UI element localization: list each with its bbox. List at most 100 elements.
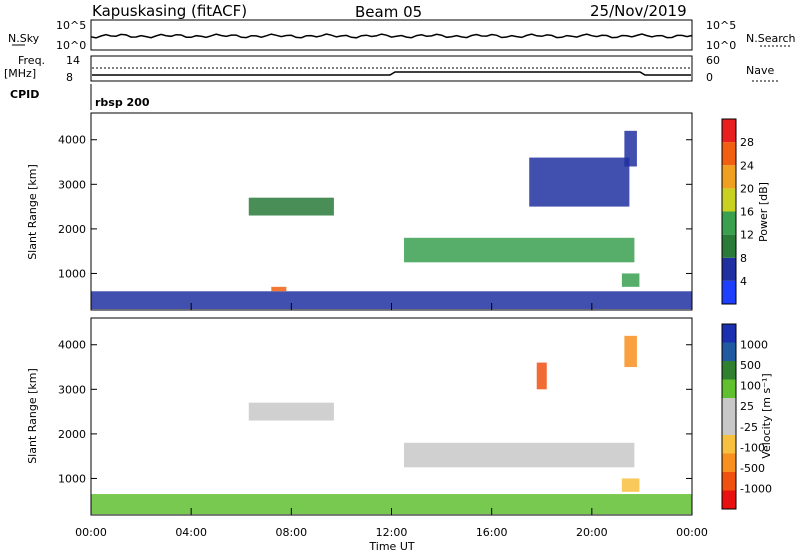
power-colorbar-segment xyxy=(722,257,736,281)
cpid-label: CPID xyxy=(10,88,39,101)
power-colorbar-tick: 8 xyxy=(740,252,747,265)
velocity-y-ticks: 1000 2000 3000 4000 xyxy=(58,339,692,485)
x-tick-label: 04:00 xyxy=(175,526,207,539)
power-y-axis-label: Slant Range [km] xyxy=(26,164,39,260)
nave-top-tick: 60 xyxy=(706,54,720,67)
freq-top-tick: 14 xyxy=(66,54,80,67)
power-colorbar-tick: 28 xyxy=(740,136,754,149)
velocity-colorbar-segment xyxy=(722,472,736,491)
velocity-data-regions xyxy=(91,335,692,515)
velocity-colorbar-segment xyxy=(722,342,736,361)
power-ytick-label: 4000 xyxy=(58,134,86,147)
freq-strip-frame xyxy=(90,55,693,82)
x-tick-label: 00:00 xyxy=(676,526,708,539)
power-colorbar-tick: 20 xyxy=(740,182,754,195)
power-region-1 xyxy=(271,286,287,292)
power-y-ticks: 1000 2000 3000 4000 xyxy=(58,134,692,280)
velocity-colorbar-segment xyxy=(722,324,736,343)
velocity-y-axis-label: Slant Range [km] xyxy=(26,368,39,464)
power-colorbar-tick: 12 xyxy=(740,229,754,242)
power-colorbar-tick: 4 xyxy=(740,275,747,288)
velocity-colorbar: 1000 500 100 25 -25 -100 -500 -1000 xyxy=(721,323,772,510)
freq-unit-label: [MHz] xyxy=(4,67,36,80)
power-colorbar-segment xyxy=(722,188,736,212)
x-tick-label: 20:00 xyxy=(576,526,608,539)
power-region-3 xyxy=(404,237,635,263)
nsearch-bottom-tick: 10^0 xyxy=(706,39,736,52)
power-region-4 xyxy=(529,157,630,207)
power-colorbar-segment xyxy=(722,142,736,166)
nsky-top-tick: 10^5 xyxy=(56,19,86,32)
date-title: 25/Nov/2019 xyxy=(590,2,687,20)
velocity-ytick-label: 3000 xyxy=(58,383,86,396)
nsearch-label: N.Search xyxy=(746,32,796,45)
velocity-colorbar-tick: 1000 xyxy=(740,339,768,352)
velocity-ytick-label: 4000 xyxy=(58,339,86,352)
velocity-panel: 1000 2000 3000 4000 Slant Range [km] xyxy=(26,317,693,516)
power-region-0 xyxy=(91,291,692,310)
power-colorbar-label: Power [dB] xyxy=(757,182,770,242)
velocity-region-1 xyxy=(248,402,334,421)
power-ytick-label: 2000 xyxy=(58,223,86,236)
nave-label: Nave xyxy=(746,64,774,77)
velocity-region-0 xyxy=(91,494,692,515)
power-plot-frame xyxy=(90,112,693,311)
power-region-2 xyxy=(248,197,334,216)
velocity-colorbar-tick: -25 xyxy=(740,421,758,434)
velocity-ytick-label: 1000 xyxy=(58,472,86,485)
velocity-colorbar-label: Velocity [m s⁻¹] xyxy=(760,373,773,458)
velocity-colorbar-tick: 100 xyxy=(740,380,761,393)
x-tick-label: 08:00 xyxy=(275,526,307,539)
power-colorbar-tick: 24 xyxy=(740,159,754,172)
velocity-colorbar-tick: -500 xyxy=(740,462,765,475)
power-data-regions xyxy=(91,130,692,310)
velocity-ytick-label: 2000 xyxy=(58,428,86,441)
power-colorbar-segment xyxy=(722,280,736,304)
cpid-value: rbsp 200 xyxy=(95,96,150,109)
velocity-colorbar-tick: -100 xyxy=(740,441,765,454)
power-colorbar-segment xyxy=(722,211,736,235)
velocity-colorbar-segment xyxy=(722,398,736,417)
velocity-colorbar-tick: 500 xyxy=(740,359,761,372)
nsky-trace xyxy=(90,33,693,39)
nsearch-top-tick: 10^5 xyxy=(706,19,736,32)
power-colorbar-segment xyxy=(722,165,736,189)
freq-bottom-tick: 8 xyxy=(66,71,73,84)
velocity-colorbar-segment xyxy=(722,435,736,454)
nsky-label: N.Sky xyxy=(8,32,40,45)
power-region-6 xyxy=(624,130,637,167)
velocity-colorbar-frame xyxy=(721,323,737,510)
velocity-region-3 xyxy=(536,362,547,390)
power-colorbar-segment xyxy=(722,119,736,143)
beam-title: Beam 05 xyxy=(355,3,422,21)
power-region-5 xyxy=(621,273,640,287)
velocity-colorbar-segment xyxy=(722,490,736,509)
nsky-strip-frame xyxy=(90,19,693,51)
power-colorbar: 28 24 20 16 12 8 4 xyxy=(721,118,754,305)
x-axis-label: Time UT xyxy=(368,540,414,553)
velocity-region-5 xyxy=(621,478,640,492)
power-colorbar-frame xyxy=(721,118,737,305)
x-tick-label: 12:00 xyxy=(376,526,408,539)
freq-trace xyxy=(92,71,691,76)
x-tick-label: 16:00 xyxy=(476,526,508,539)
power-panel: 1000 2000 3000 4000 Slant Range [km] xyxy=(26,112,693,311)
velocity-colorbar-segment xyxy=(722,379,736,398)
nsky-bottom-tick: 10^0 xyxy=(56,39,86,52)
velocity-region-4 xyxy=(624,335,637,368)
freq-label: Freq. xyxy=(18,54,45,67)
velocity-colorbar-tick: -1000 xyxy=(740,482,772,495)
velocity-colorbar-segment xyxy=(722,453,736,472)
station-title: Kapuskasing (fitACF) xyxy=(92,2,247,20)
velocity-colorbar-tick: 25 xyxy=(740,400,754,413)
x-tick-label: 00:00 xyxy=(75,526,107,539)
velocity-region-2 xyxy=(404,442,635,468)
velocity-colorbar-segment xyxy=(722,361,736,380)
x-axis-ticks: 00:00 04:00 08:00 12:00 16:00 20:00 00:00 xyxy=(75,303,708,539)
power-colorbar-tick: 16 xyxy=(740,206,754,219)
power-ytick-label: 3000 xyxy=(58,178,86,191)
velocity-plot-frame xyxy=(90,317,693,516)
nave-bottom-tick: 0 xyxy=(706,71,713,84)
power-ytick-label: 1000 xyxy=(58,267,86,280)
